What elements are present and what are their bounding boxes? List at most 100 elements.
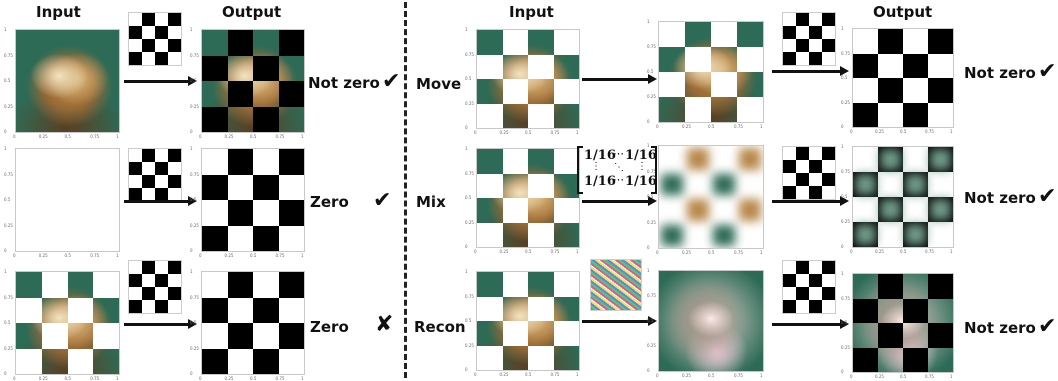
mask-square	[129, 162, 142, 175]
y-tick-label: 0.5	[647, 194, 654, 199]
blurred-patch	[713, 224, 735, 246]
y-tick-label: 0	[465, 125, 468, 130]
mask-square	[822, 287, 835, 300]
y-tick-label: 0.25	[647, 343, 656, 348]
checker-cell	[202, 200, 228, 226]
right-row2-result: Not zero	[964, 189, 1036, 207]
left-row1-check-icon: ✔	[382, 69, 401, 94]
checker-cell	[16, 297, 42, 323]
mask-square	[129, 52, 142, 65]
checker-cell	[16, 348, 42, 374]
checker-cell	[903, 298, 928, 323]
checker-cell	[928, 222, 953, 247]
checker-cell	[553, 321, 579, 346]
x-tick-label: 0.25	[875, 129, 884, 134]
mix-blurred: 0 0.25 0.5 0.75 1 1 0.75 0.5 0.25 0	[647, 143, 764, 255]
blurred-patch	[880, 149, 901, 170]
y-tick-label: 1	[190, 269, 193, 274]
y-tick-label: 0.25	[4, 103, 13, 109]
checker-cell	[553, 272, 579, 297]
checker-cell	[477, 222, 503, 247]
checker-cell	[477, 321, 503, 346]
y-tick-label: 0.75	[465, 293, 474, 299]
checker-cell	[67, 297, 94, 323]
checker-cell	[227, 200, 253, 226]
cat-patch	[477, 272, 503, 297]
checker-cell	[502, 149, 528, 174]
x-tick-label: 0.5	[708, 124, 715, 129]
checker-cell	[711, 22, 737, 47]
checker-cell	[502, 173, 528, 198]
left-row2-check-icon: ✔	[373, 188, 392, 213]
mask-square	[796, 261, 809, 274]
y-tick-label: 0.25	[647, 219, 656, 225]
y-tick-label: 1	[4, 269, 7, 274]
mask-square	[809, 186, 822, 199]
checker-cell	[903, 78, 928, 103]
x-tick-label: 0.75	[90, 134, 100, 139]
checker-cell	[711, 197, 737, 223]
y-tick-label: 1	[647, 143, 650, 148]
checker-cell	[502, 296, 528, 321]
y-tick-label: 0	[465, 367, 468, 372]
mask-square	[783, 160, 796, 173]
x-tick-label: 0.25	[875, 249, 884, 254]
x-tick-label: 0	[656, 124, 659, 129]
mask-square	[142, 175, 155, 188]
y-tick-label: 1	[465, 269, 468, 274]
checker-cell	[928, 323, 953, 348]
blurred-patch	[905, 174, 926, 195]
cat-patch	[41, 297, 68, 323]
right-row3-result: Not zero	[964, 319, 1036, 337]
checker-cell	[737, 171, 763, 197]
y-tick-label: 0.25	[190, 103, 199, 109]
cat-patch	[502, 345, 528, 370]
checker-cell	[659, 146, 685, 172]
cat-patch	[477, 79, 503, 104]
right-row3-name: Recon	[414, 318, 466, 336]
y-tick-label: 0.75	[841, 50, 850, 56]
x-tick-label: 0	[13, 134, 16, 139]
y-tick-label: 0.25	[647, 94, 656, 99]
mask-square	[155, 52, 168, 65]
checker-cell	[16, 323, 42, 349]
right-row2-name: Mix	[416, 193, 446, 211]
cat-patch	[93, 348, 119, 374]
cat-patch	[711, 97, 737, 122]
y-tick-label: 0	[4, 371, 7, 376]
x-tick-label: 0.75	[275, 253, 285, 258]
left-row3-output: 0 0.25 0.5 0.75 1 1 0.75 0.5 0.25 0	[190, 269, 305, 381]
mask-square	[168, 149, 181, 162]
left-row2-arrow	[124, 196, 197, 206]
mask-square	[142, 287, 155, 300]
x-tick-label: 0.75	[550, 372, 560, 377]
x-tick-label: 0.25	[499, 372, 509, 377]
cat-patch	[502, 222, 528, 247]
left-row1-input-cat: 0 0.25 0.5 0.75 1 1 0.75 0.5 0.25 0	[4, 27, 120, 139]
left-row2-output: 0 0.25 0.5 0.75 1 1 0.75 0.5 0.25 0	[190, 146, 305, 258]
mask-square	[142, 261, 155, 274]
y-tick-label: 0.5	[841, 75, 848, 80]
checker-cell	[253, 174, 279, 200]
y-tick-label: 1	[4, 27, 7, 32]
blurred-patch	[905, 224, 926, 245]
x-tick-label: 1	[576, 249, 579, 254]
mask-square	[155, 162, 168, 175]
checker-cell	[502, 30, 528, 55]
move-shifted: 0 0.25 0.5 0.75 1 1 0.75 0.5 0.25 0	[647, 19, 764, 129]
checker-cell	[553, 345, 579, 370]
checker-cell	[903, 347, 928, 372]
checker-cell	[41, 297, 68, 323]
checker-cell	[253, 297, 279, 323]
recon-output: 0 0.25 0.5 0.75 1 1 0.75 0.5 0.25 0	[841, 271, 954, 379]
move-output: 0 0.25 0.5 0.75 1 1 0.75 0.5 0.25 0	[841, 26, 954, 134]
blurred-patch	[930, 149, 951, 170]
checker-cell	[928, 29, 953, 54]
cat-patch	[477, 30, 503, 55]
checker-cell	[903, 53, 928, 78]
matrix-top-left: 1/16	[584, 148, 616, 163]
checker-cell	[878, 222, 903, 247]
x-tick-label: 0	[656, 250, 659, 255]
x-tick-label: 0	[474, 372, 477, 377]
checker-cell	[477, 54, 503, 79]
